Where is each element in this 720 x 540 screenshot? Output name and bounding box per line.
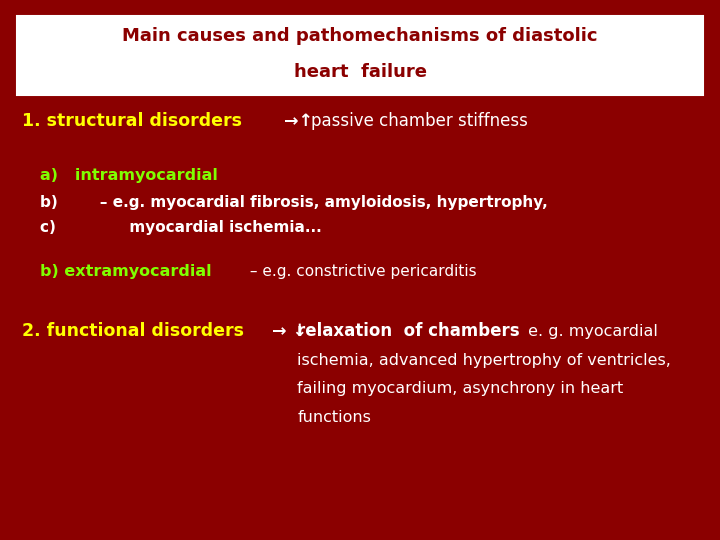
Text: – e.g. constrictive pericarditis: – e.g. constrictive pericarditis [245, 264, 477, 279]
Text: heart  failure: heart failure [294, 63, 426, 80]
Text: a)   intramyocardial: a) intramyocardial [40, 168, 217, 183]
Text: c)              myocardial ischemia...: c) myocardial ischemia... [40, 220, 321, 235]
Text: →↑: →↑ [284, 112, 313, 131]
Text: 1. structural disorders: 1. structural disorders [22, 112, 248, 131]
Text: b)        – e.g. myocardial fibrosis, amyloidosis, hypertrophy,: b) – e.g. myocardial fibrosis, amyloidos… [40, 195, 547, 210]
Text: 2. functional disorders: 2. functional disorders [22, 322, 250, 340]
Text: relaxation  of chambers: relaxation of chambers [297, 322, 520, 340]
Text: ischemia, advanced hypertrophy of ventricles,: ischemia, advanced hypertrophy of ventri… [297, 353, 671, 368]
FancyBboxPatch shape [17, 16, 703, 94]
Text: b) extramyocardial: b) extramyocardial [40, 264, 211, 279]
Text: e. g. myocardial: e. g. myocardial [523, 323, 657, 339]
Text: passive chamber stiffness: passive chamber stiffness [311, 112, 528, 131]
Text: → ↓: → ↓ [272, 322, 307, 340]
Text: failing myocardium, asynchrony in heart: failing myocardium, asynchrony in heart [297, 381, 624, 396]
Text: Main causes and pathomechanisms of diastolic: Main causes and pathomechanisms of diast… [122, 27, 598, 45]
Text: functions: functions [297, 410, 372, 425]
